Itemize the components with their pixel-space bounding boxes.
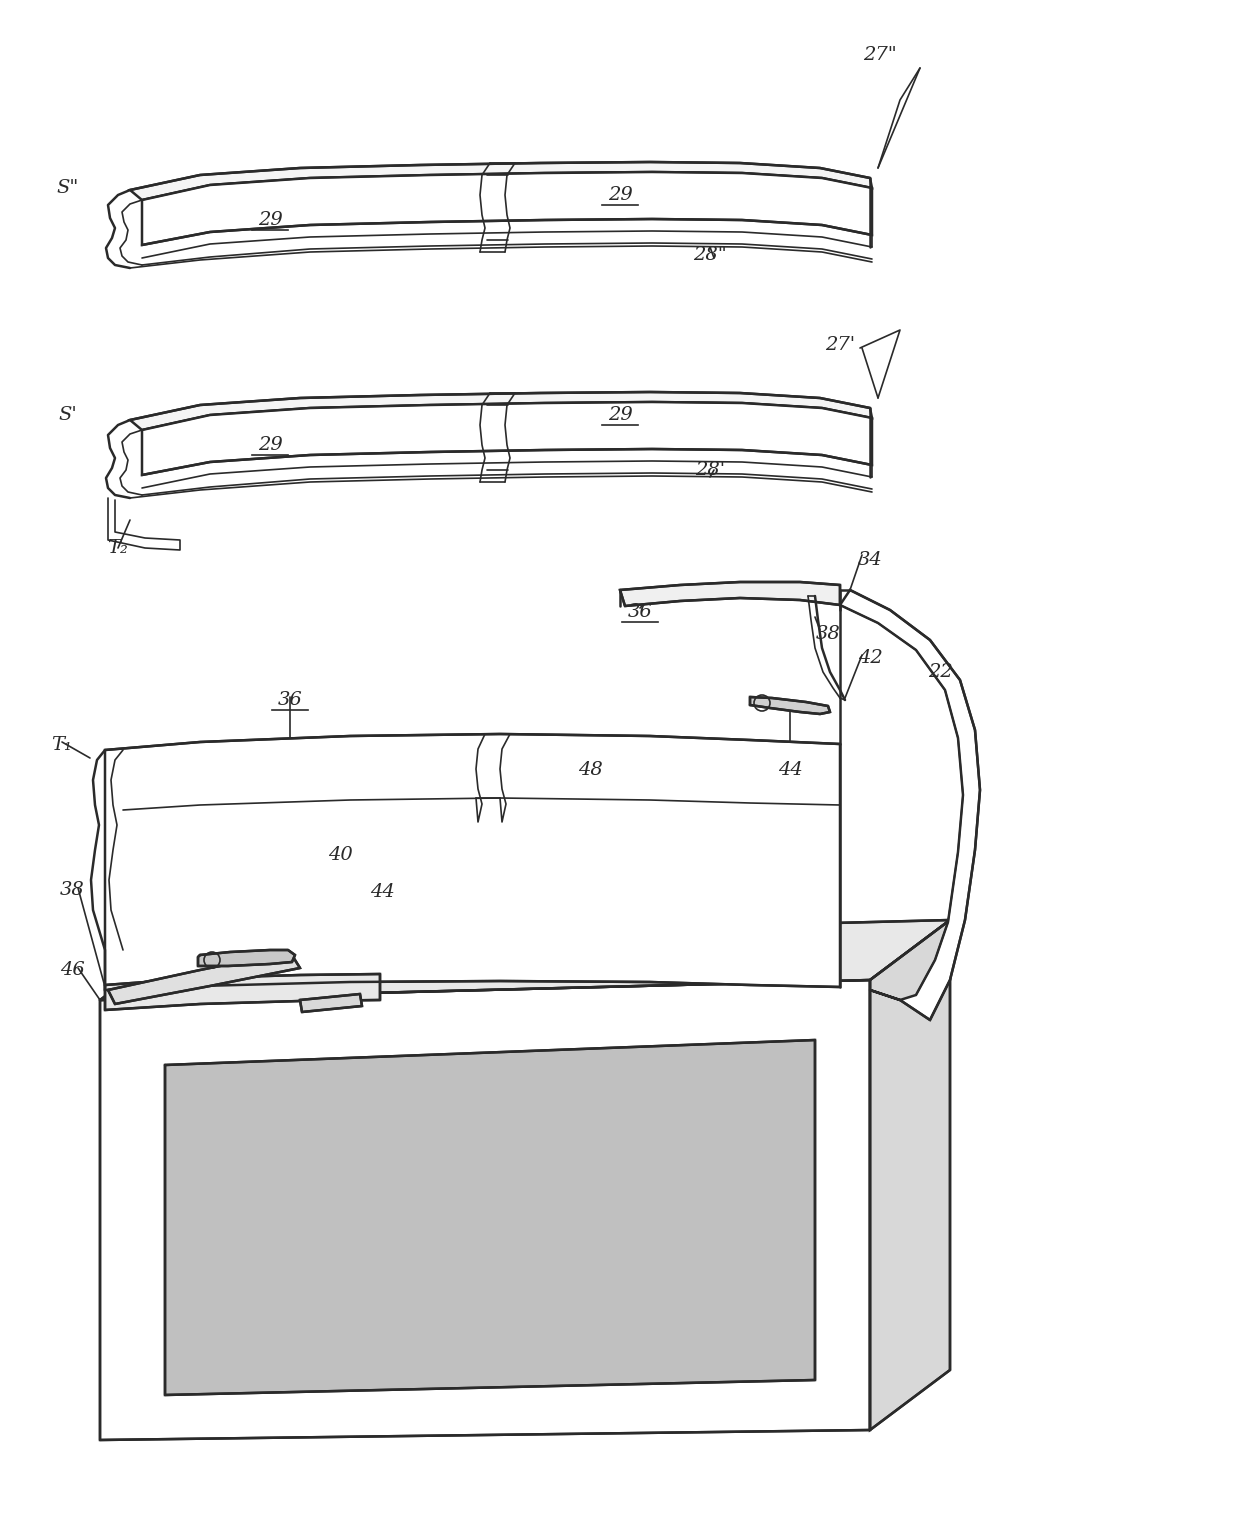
Polygon shape	[620, 581, 839, 606]
Text: 44: 44	[370, 883, 394, 901]
Polygon shape	[198, 950, 295, 965]
Text: 29: 29	[258, 211, 283, 230]
Text: 42: 42	[858, 649, 883, 667]
Polygon shape	[100, 981, 870, 1440]
Text: 28': 28'	[694, 461, 725, 479]
Text: 27': 27'	[825, 337, 856, 353]
Text: 27": 27"	[863, 46, 897, 64]
Text: 38: 38	[60, 881, 84, 900]
Text: 29: 29	[608, 405, 632, 424]
Polygon shape	[750, 698, 830, 715]
Text: 29: 29	[258, 436, 283, 454]
Polygon shape	[143, 402, 872, 474]
Text: 34: 34	[858, 551, 883, 569]
Text: 40: 40	[327, 846, 352, 864]
Text: 29: 29	[608, 187, 632, 203]
Polygon shape	[165, 1040, 815, 1395]
Polygon shape	[130, 392, 872, 430]
Polygon shape	[839, 591, 980, 1021]
Polygon shape	[108, 952, 300, 1004]
Text: T₁: T₁	[52, 736, 72, 754]
Text: 48: 48	[578, 760, 603, 779]
Text: 44: 44	[777, 760, 802, 779]
Text: S': S'	[58, 405, 77, 424]
Polygon shape	[105, 975, 379, 1010]
Text: 36: 36	[627, 603, 652, 621]
Polygon shape	[143, 171, 872, 245]
Polygon shape	[870, 920, 950, 1431]
Polygon shape	[130, 162, 872, 200]
Text: T₂: T₂	[108, 539, 129, 557]
Polygon shape	[105, 734, 839, 990]
Text: 22: 22	[928, 662, 952, 681]
Text: 46: 46	[60, 961, 84, 979]
Polygon shape	[300, 994, 362, 1011]
Text: S": S"	[57, 179, 79, 197]
Text: 38: 38	[816, 624, 841, 643]
Text: 28": 28"	[693, 246, 727, 265]
Text: 36: 36	[278, 692, 303, 708]
Polygon shape	[100, 920, 950, 1001]
